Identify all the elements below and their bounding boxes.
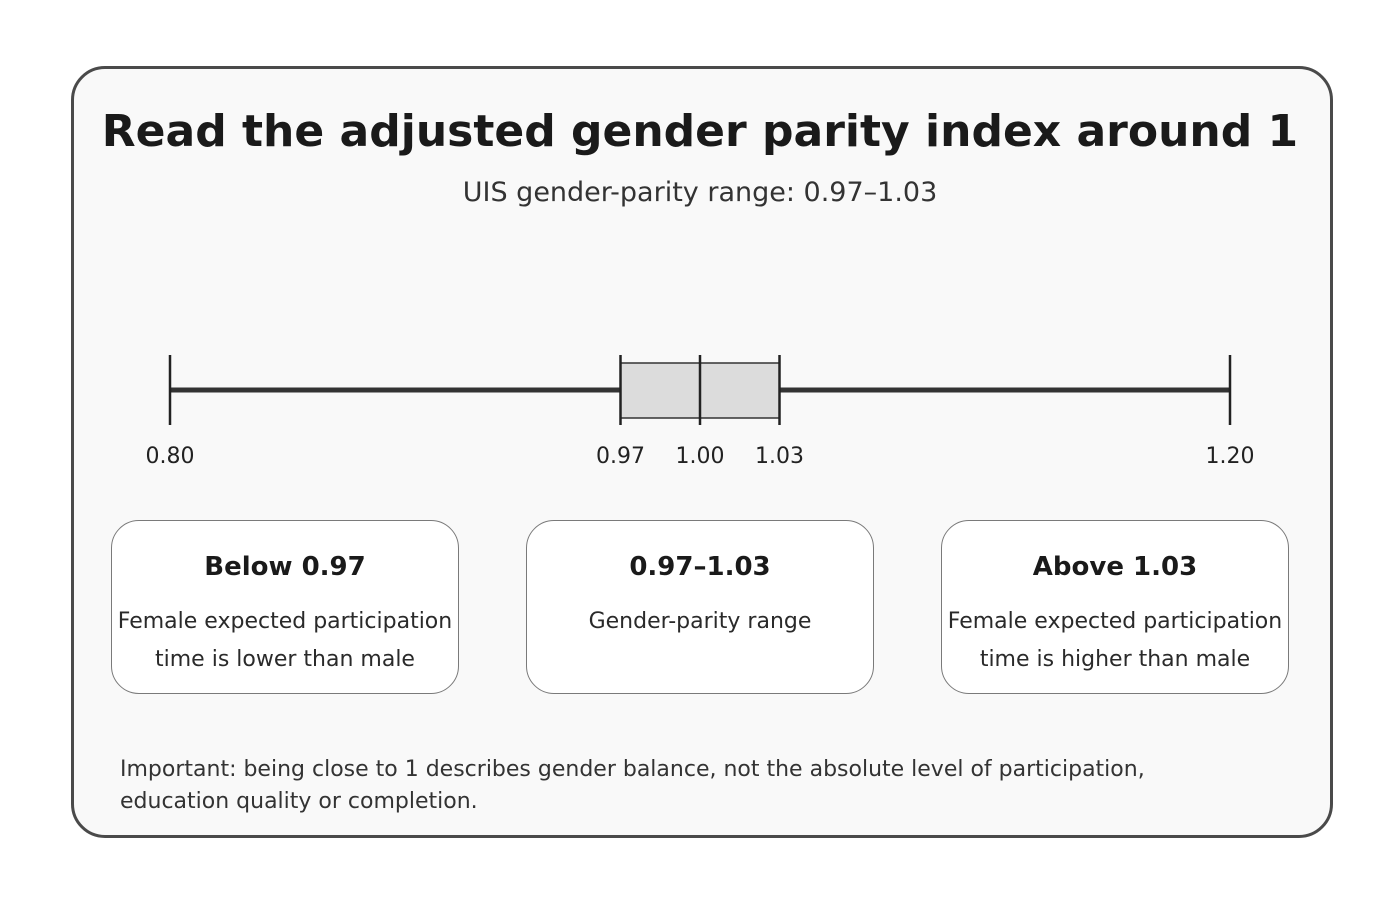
tick-label-2: 1.00 bbox=[676, 444, 725, 469]
box-below-line-2: time is lower than male bbox=[155, 647, 415, 672]
tick-label-1: 0.97 bbox=[596, 444, 645, 469]
box-parity-title: 0.97–1.03 bbox=[629, 552, 771, 582]
footnote-line-2: education quality or completion. bbox=[120, 789, 478, 814]
box-parity-description: Gender-parity range bbox=[507, 603, 893, 641]
box-parity: 0.97–1.03 Gender-parity range bbox=[526, 520, 874, 694]
tick-label-0: 0.80 bbox=[146, 444, 195, 469]
box-above: Above 1.03 Female expected participation… bbox=[941, 520, 1289, 694]
footnote: Important: being close to 1 describes ge… bbox=[120, 754, 1280, 818]
diagram-card bbox=[71, 66, 1333, 838]
footnote-line-1: Important: being close to 1 describes ge… bbox=[120, 757, 1145, 782]
box-above-description: Female expected participation time is hi… bbox=[922, 603, 1308, 679]
box-below: Below 0.97 Female expected participation… bbox=[111, 520, 459, 694]
box-above-line-2: time is higher than male bbox=[979, 647, 1251, 672]
page-subtitle: UIS gender-parity range: 0.97–1.03 bbox=[462, 177, 938, 208]
box-below-title: Below 0.97 bbox=[204, 552, 366, 582]
tick-label-3: 1.03 bbox=[755, 444, 804, 469]
page-title: Read the adjusted gender parity index ar… bbox=[101, 106, 1299, 157]
tick-label-4: 1.20 bbox=[1206, 444, 1255, 469]
box-above-title: Above 1.03 bbox=[1032, 552, 1198, 582]
box-below-line-1: Female expected participation bbox=[117, 609, 453, 634]
box-parity-line-1: Gender-parity range bbox=[588, 609, 812, 634]
box-above-line-1: Female expected participation bbox=[947, 609, 1283, 634]
box-below-description: Female expected participation time is lo… bbox=[92, 603, 478, 679]
